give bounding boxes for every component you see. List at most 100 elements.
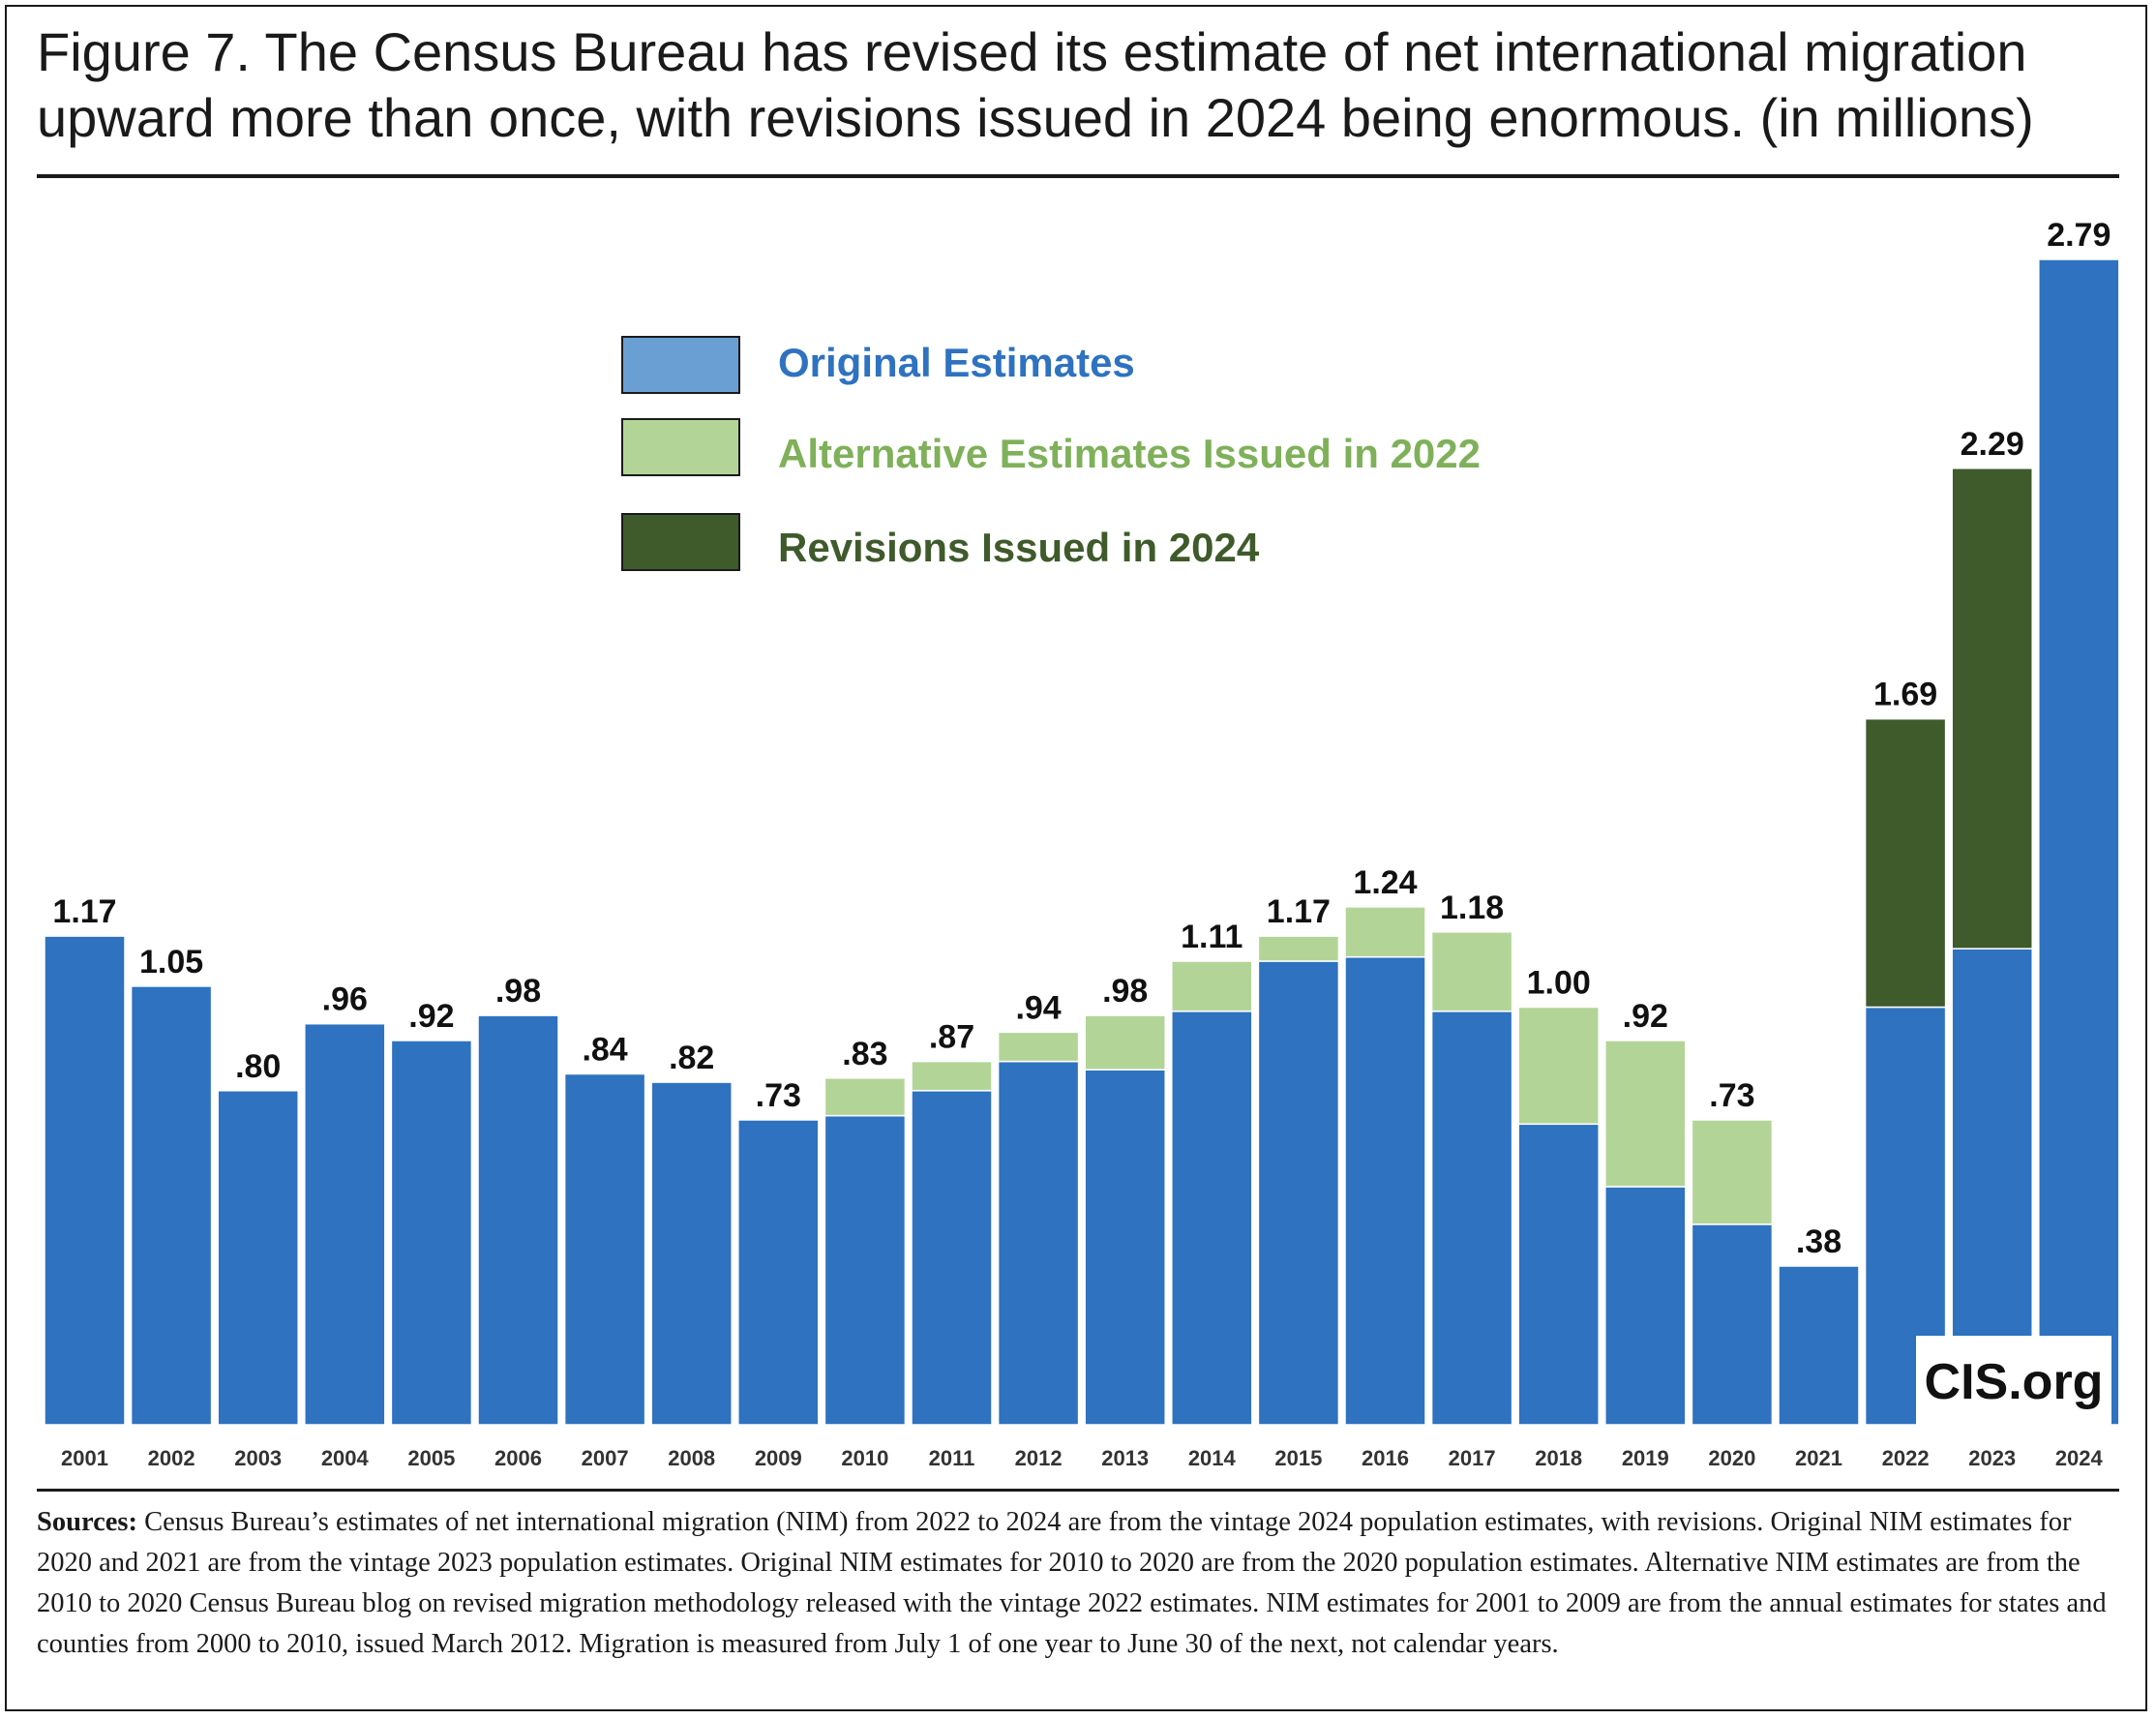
bar-2019-original xyxy=(1604,1186,1687,1426)
x-tick-2008: 2008 xyxy=(668,1446,715,1470)
bar-chart: 1.17 1.05 .80 .96 .92 .98 .84 .82 .73 .83 .87 .94 .9… xyxy=(44,217,2120,1470)
legend-swatch-alternative xyxy=(621,418,740,476)
x-tick-2019: 2019 xyxy=(1622,1446,1669,1470)
x-tick-2020: 2020 xyxy=(1708,1446,1755,1470)
x-tick-2021: 2021 xyxy=(1795,1446,1842,1470)
legend-label-alternative: Alternative Estimates Issued in 2022 xyxy=(778,431,1481,476)
x-tick-2012: 2012 xyxy=(1015,1446,1063,1470)
sources-text: Census Bureau’s estimates of net interna… xyxy=(37,1507,2107,1659)
bar-2016-alternative xyxy=(1344,906,1426,958)
x-tick-2018: 2018 xyxy=(1535,1446,1582,1470)
bar-2009-original xyxy=(737,1119,820,1426)
bar-2020-original xyxy=(1691,1223,1774,1426)
x-tick-2006: 2006 xyxy=(494,1446,542,1470)
bar-2015-alternative xyxy=(1257,935,1340,962)
bar-2014-original xyxy=(1171,1011,1253,1426)
data-label-2014: 1.11 xyxy=(1181,919,1243,955)
x-tick-2013: 2013 xyxy=(1101,1446,1149,1470)
x-tick-2004: 2004 xyxy=(321,1446,370,1470)
data-label-2020: .73 xyxy=(1709,1077,1754,1114)
x-tick-2014: 2014 xyxy=(1188,1446,1237,1470)
x-tick-2007: 2007 xyxy=(582,1446,629,1470)
bar-2019-alternative xyxy=(1604,1040,1687,1188)
data-label-2012: .94 xyxy=(1015,989,1061,1026)
x-tick-2022: 2022 xyxy=(1882,1446,1930,1470)
data-label-2023: 2.29 xyxy=(1961,426,2024,463)
x-tick-2005: 2005 xyxy=(407,1446,455,1470)
bar-2003-original xyxy=(217,1090,299,1426)
x-tick-2010: 2010 xyxy=(841,1446,888,1470)
data-label-2004: .96 xyxy=(322,981,368,1018)
sources-rule xyxy=(37,1489,2119,1492)
legend: Original Estimates Alternative Estimates… xyxy=(621,336,1481,571)
title-rule xyxy=(37,174,2119,178)
bar-2014-alternative xyxy=(1171,960,1253,1012)
data-label-2024: 2.79 xyxy=(2047,217,2111,254)
x-tick-2015: 2015 xyxy=(1274,1446,1322,1470)
sources-label: Sources: xyxy=(37,1507,137,1537)
bar-2020-alternative xyxy=(1691,1119,1774,1225)
bar-2012-alternative xyxy=(997,1031,1080,1063)
bar-2011-alternative xyxy=(911,1060,993,1092)
bar-2024-original xyxy=(2038,258,2120,1426)
sources-note: Sources: Census Bureau’s estimates of ne… xyxy=(37,1502,2127,1665)
data-label-2008: .82 xyxy=(669,1040,714,1076)
x-tick-2017: 2017 xyxy=(1449,1446,1496,1470)
bar-2023-revision xyxy=(1951,468,2033,950)
chart-title: Figure 7. The Census Bureau has revised … xyxy=(37,21,2034,148)
data-label-2009: .73 xyxy=(756,1077,801,1114)
data-label-2001: 1.17 xyxy=(52,893,116,930)
data-label-2016: 1.24 xyxy=(1353,864,1417,901)
x-tick-2002: 2002 xyxy=(148,1446,195,1470)
data-label-2015: 1.17 xyxy=(1267,893,1331,930)
data-label-2021: .38 xyxy=(1796,1223,1842,1260)
x-tick-2023: 2023 xyxy=(1968,1446,2016,1470)
bar-2008-original xyxy=(650,1081,733,1426)
bar-2012-original xyxy=(997,1060,1080,1426)
data-label-2003: .80 xyxy=(235,1048,281,1085)
bar-2005-original xyxy=(390,1040,473,1426)
bar-2018-alternative xyxy=(1517,1006,1600,1126)
bar-2001-original xyxy=(44,935,126,1426)
bar-2013-original xyxy=(1084,1069,1166,1426)
bar-2007-original xyxy=(563,1072,646,1426)
data-label-2017: 1.18 xyxy=(1440,890,1504,926)
bar-2015-original xyxy=(1257,960,1340,1426)
x-tick-2016: 2016 xyxy=(1362,1446,1409,1470)
bar-2017-alternative xyxy=(1430,931,1513,1012)
bar-2002-original xyxy=(130,985,213,1426)
x-tick-2009: 2009 xyxy=(755,1446,802,1470)
data-label-2022: 1.69 xyxy=(1873,677,1937,713)
figure-frame xyxy=(5,5,2147,1711)
legend-label-revision: Revisions Issued in 2024 xyxy=(778,525,1260,570)
x-axis-ticks: 2001 2002 2003 2004 2005 2006 2007 2008 2009 2010… xyxy=(61,1446,2104,1470)
x-tick-2003: 2003 xyxy=(234,1446,282,1470)
data-label-2010: .83 xyxy=(842,1036,887,1072)
bar-2004-original xyxy=(304,1022,386,1426)
bar-2006-original xyxy=(477,1014,559,1426)
x-tick-2001: 2001 xyxy=(61,1446,108,1470)
data-labels-layer: 1.17 1.05 .80 .96 .92 .98 .84 .82 .73 .83 .87 .94 .9… xyxy=(52,217,2111,1260)
data-label-2002: 1.05 xyxy=(139,944,203,981)
bar-2016-original xyxy=(1344,955,1426,1426)
legend-swatch-revision xyxy=(621,513,740,571)
x-tick-2024: 2024 xyxy=(2055,1446,2104,1470)
data-label-2007: .84 xyxy=(582,1032,627,1069)
bar-2010-alternative xyxy=(823,1077,907,1117)
data-label-2013: .98 xyxy=(1102,973,1148,1010)
bar-2022-revision xyxy=(1864,717,1947,1009)
bar-2011-original xyxy=(911,1090,993,1426)
data-label-2011: .87 xyxy=(929,1019,974,1056)
bar-2017-original xyxy=(1430,1011,1513,1426)
data-label-2006: .98 xyxy=(495,973,541,1010)
legend-label-original: Original Estimates xyxy=(778,340,1135,385)
data-label-2005: .92 xyxy=(408,998,454,1035)
bar-2013-alternative xyxy=(1084,1014,1166,1071)
cis-logo: CIS.org xyxy=(1916,1336,2111,1429)
bars-layer xyxy=(44,258,2120,1426)
bar-2021-original xyxy=(1778,1265,1860,1426)
bar-2018-original xyxy=(1517,1123,1600,1426)
data-label-2018: 1.00 xyxy=(1527,965,1591,1002)
legend-swatch-original xyxy=(621,336,740,394)
bar-2010-original xyxy=(823,1114,907,1426)
